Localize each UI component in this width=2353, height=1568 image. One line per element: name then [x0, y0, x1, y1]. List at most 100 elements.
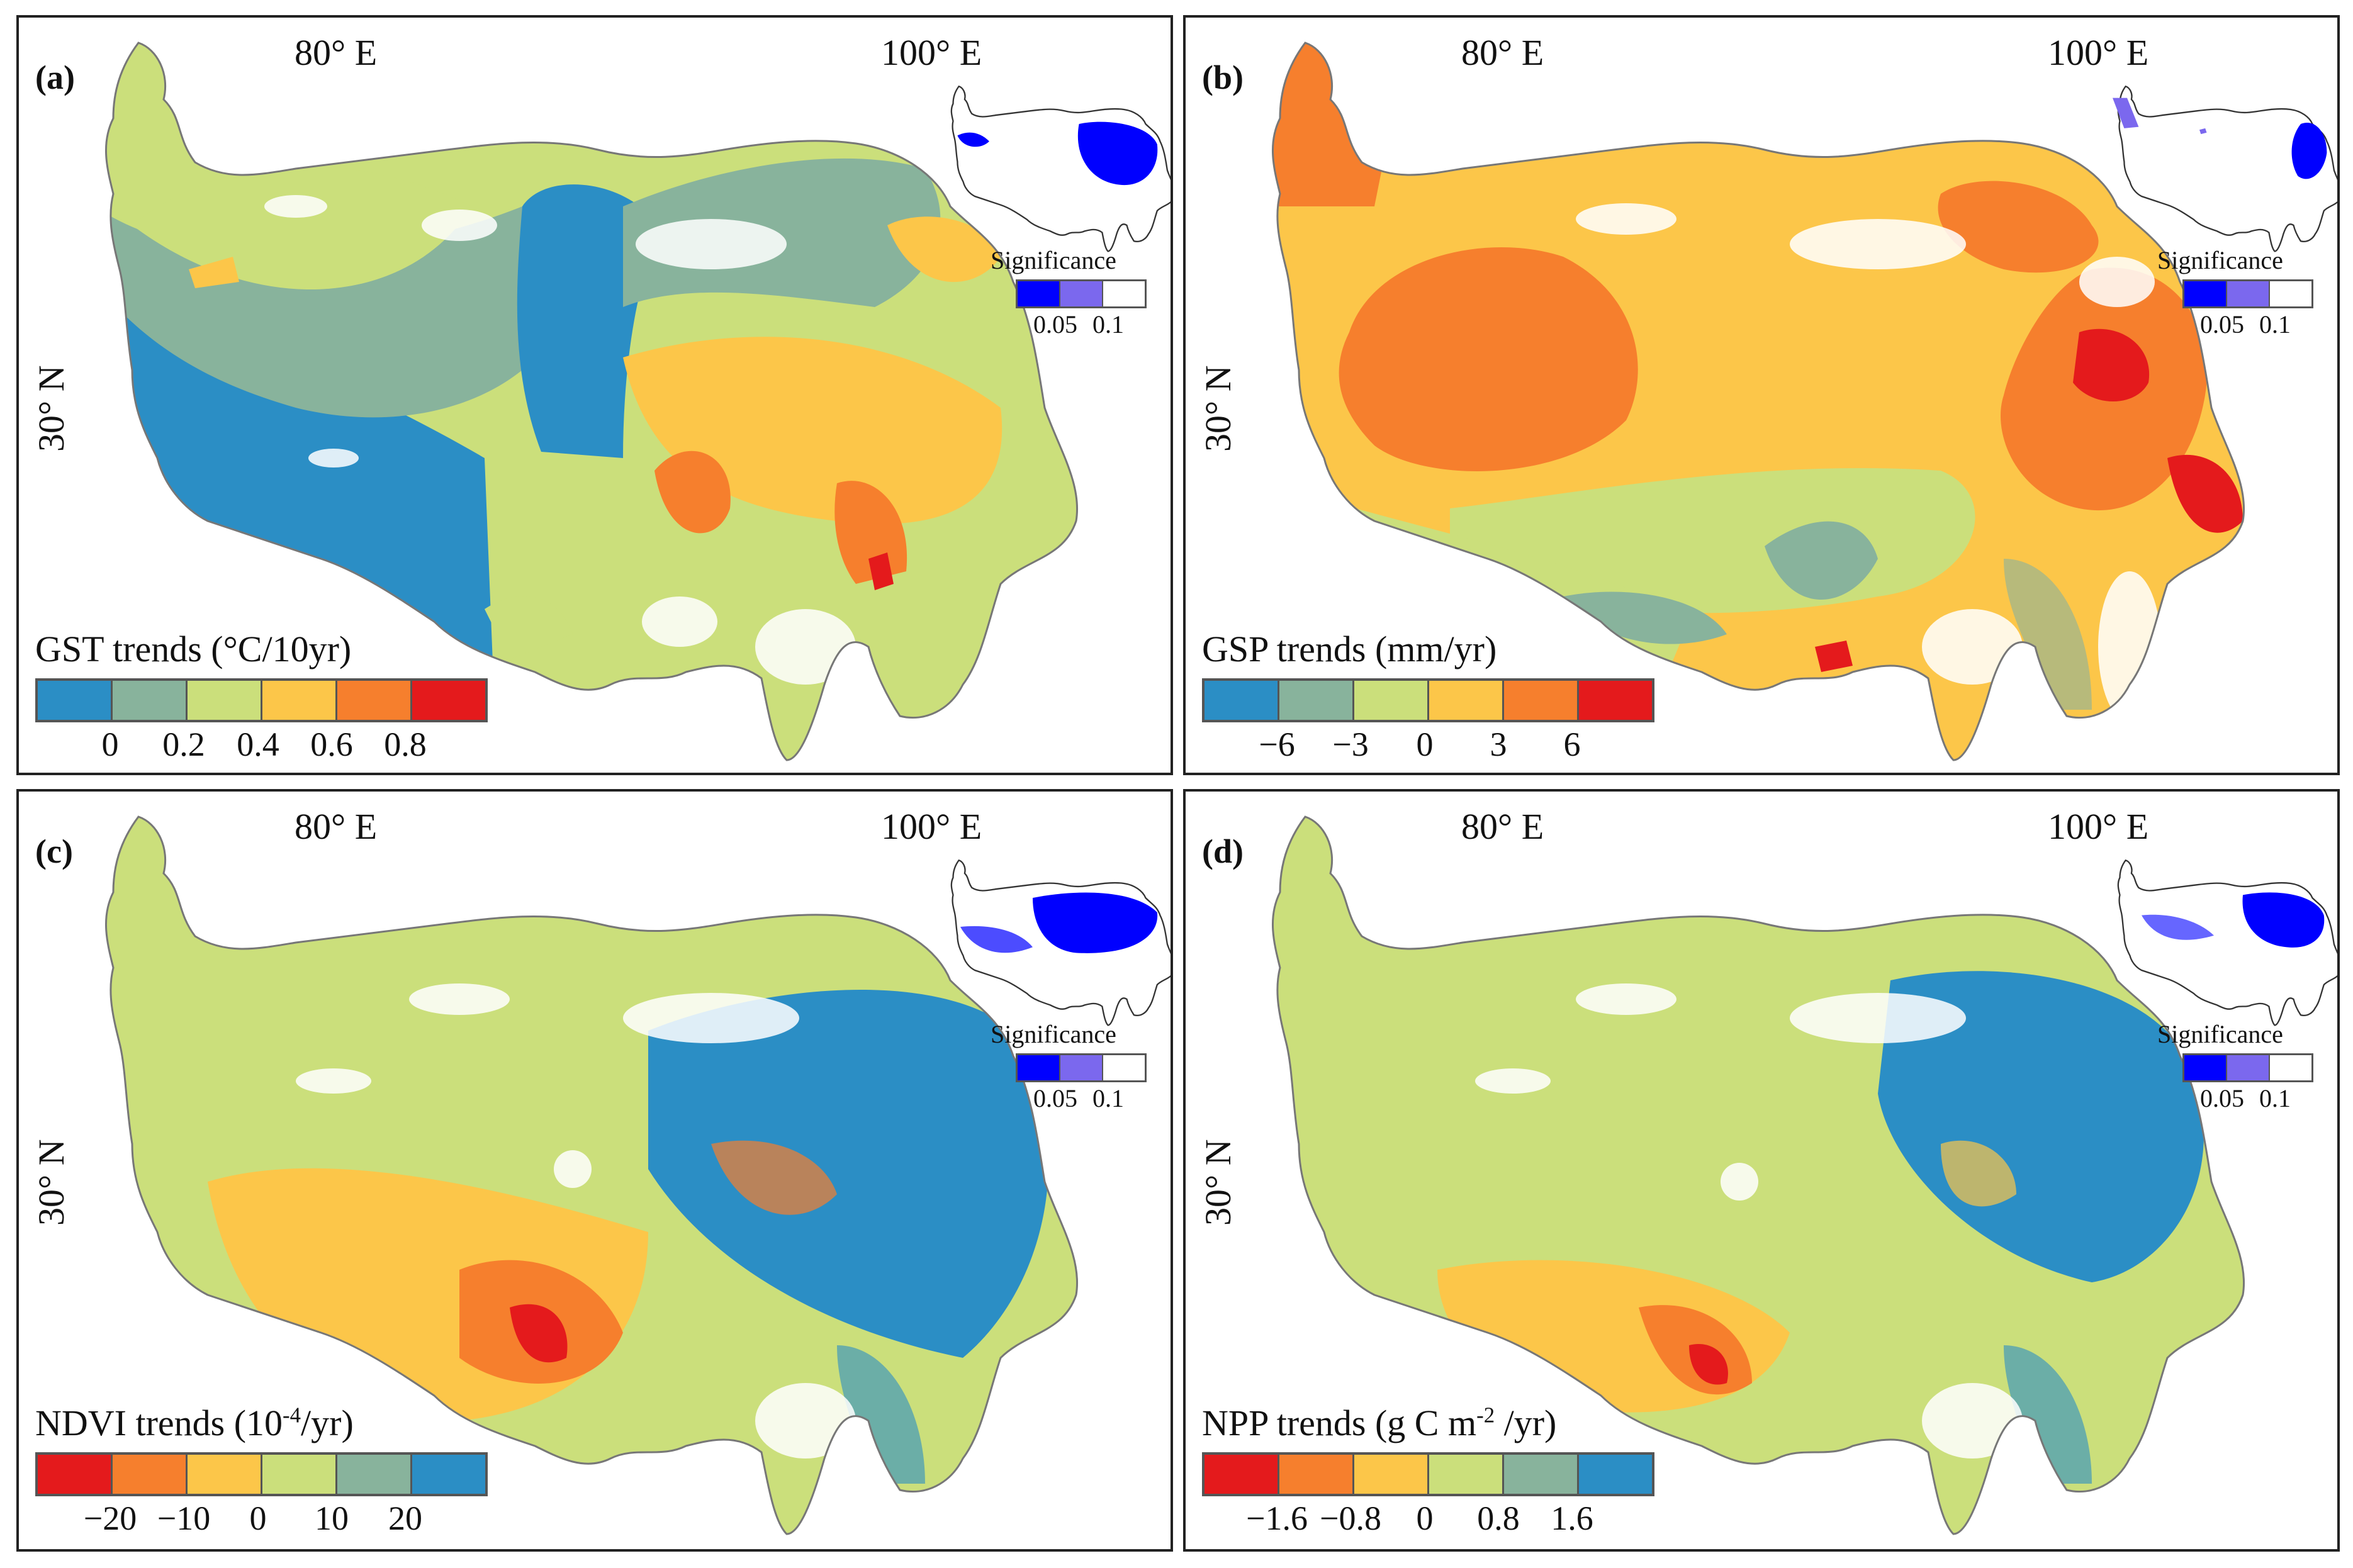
sig-swatch-0 [2184, 1055, 2227, 1080]
significance-colorbar [1016, 1053, 1147, 1082]
legend-swatch-0 [38, 681, 113, 720]
significance-inset-map [2117, 859, 2337, 1026]
significance-inset-map [950, 859, 1171, 1026]
npp-trend-map [1271, 815, 2337, 1535]
legend-tick-3: 10 [315, 1499, 349, 1537]
longitude-label-80e: 80° E [295, 32, 378, 73]
legend-swatch-1 [113, 681, 188, 720]
legend-title: GST trends (°C/10yr) [35, 629, 352, 669]
longitude-label-80e: 80° E [295, 806, 378, 847]
legend-tick-1: −10 [157, 1499, 211, 1537]
legend-swatch-0 [1205, 1455, 1279, 1494]
legend-tick-1: −0.8 [1320, 1499, 1381, 1537]
significance-colorbar [1016, 279, 1147, 308]
legend-tick-0: 0 [101, 725, 119, 763]
legend-tick-1: −3 [1332, 725, 1369, 763]
sig-swatch-2 [1103, 1055, 1145, 1080]
panel-label: (d) [1202, 832, 1244, 870]
legend-tick-0: −20 [83, 1499, 137, 1537]
panel-label: (c) [35, 832, 73, 870]
significance-colorbar [2182, 279, 2313, 308]
sig-swatch-1 [2227, 281, 2270, 306]
legend-colorbar [1202, 678, 1654, 722]
latitude-label-30n: 30° N [31, 1139, 72, 1226]
legend-tick-2: 0.4 [237, 725, 279, 763]
sig-swatch-0 [1018, 281, 1060, 306]
sig-swatch-1 [2227, 1055, 2270, 1080]
significance-inset-map [950, 85, 1171, 252]
panel-d-npp-map: (d) 80° E 100° E 30° N Significance 0.05… [1183, 789, 2340, 1552]
legend-tick-3: 3 [1490, 725, 1507, 763]
significance-title: Significance [2157, 246, 2283, 274]
sig-swatch-2 [2270, 281, 2311, 306]
sig-swatch-0 [1018, 1055, 1060, 1080]
legend-swatch-2 [188, 681, 262, 720]
legend-tick-2: 0 [1416, 1499, 1434, 1537]
legend-colorbar [1202, 1452, 1654, 1496]
longitude-label-100e: 100° E [881, 806, 982, 847]
legend-swatch-3 [1429, 1455, 1504, 1494]
legend-swatch-1 [1279, 681, 1354, 720]
sig-tick-01: 0.1 [2259, 310, 2291, 339]
panel-c-ndvi-map: (c) 80° E 100° E 30° N Significance 0.05… [16, 789, 1173, 1552]
legend-swatch-4 [337, 681, 412, 720]
legend-tick-4: 20 [388, 1499, 422, 1537]
legend-tick-4: 1.6 [1551, 1499, 1593, 1537]
longitude-label-100e: 100° E [2048, 32, 2149, 73]
panel-a-gst-map: (a) 80° E 100° E 30° N Significance 0.05… [16, 15, 1173, 775]
sig-tick-01: 0.1 [1092, 1084, 1124, 1112]
legend-swatch-4 [1504, 681, 1579, 720]
sig-swatch-1 [1060, 1055, 1103, 1080]
legend-swatch-0 [38, 1455, 113, 1494]
legend-swatch-2 [1354, 681, 1429, 720]
significance-colorbar [2182, 1053, 2313, 1082]
legend-swatch-1 [1279, 1455, 1354, 1494]
ndvi-trend-map [104, 815, 1171, 1535]
legend-swatch-5 [412, 681, 485, 720]
legend-swatch-5 [1579, 681, 1652, 720]
legend-tick-2: 0 [1416, 725, 1434, 763]
legend-swatch-4 [1504, 1455, 1579, 1494]
latitude-label-30n: 30° N [1198, 1139, 1238, 1226]
legend-swatch-0 [1205, 681, 1279, 720]
legend-swatch-5 [412, 1455, 485, 1494]
significance-title: Significance [991, 1020, 1116, 1048]
legend-title: NDVI trends (10-4/yr) [35, 1403, 354, 1443]
sig-swatch-2 [2270, 1055, 2311, 1080]
legend-tick-0: −6 [1259, 725, 1295, 763]
legend-swatch-3 [1429, 681, 1504, 720]
significance-title: Significance [991, 246, 1116, 274]
legend-swatch-1 [113, 1455, 188, 1494]
latitude-label-30n: 30° N [1198, 365, 1238, 452]
legend-tick-3: 0.6 [310, 725, 353, 763]
legend-title: GSP trends (mm/yr) [1202, 629, 1497, 669]
legend-swatch-2 [188, 1455, 262, 1494]
sig-swatch-1 [1060, 281, 1103, 306]
legend-swatch-2 [1354, 1455, 1429, 1494]
longitude-label-100e: 100° E [2048, 806, 2149, 847]
sig-tick-005: 0.05 [2200, 310, 2244, 339]
legend-tick-0: −1.6 [1246, 1499, 1308, 1537]
significance-title: Significance [2157, 1020, 2283, 1048]
panel-b-gsp-map: (b) 80° E 100° E 30° N Significance 0.05… [1183, 15, 2340, 775]
legend-title: NPP trends (g C m-2 /yr) [1202, 1403, 1557, 1443]
longitude-label-80e: 80° E [1461, 806, 1544, 847]
legend-colorbar [35, 1452, 488, 1496]
sig-tick-01: 0.1 [1092, 310, 1124, 339]
sig-swatch-0 [2184, 281, 2227, 306]
legend-swatch-5 [1579, 1455, 1652, 1494]
legend-colorbar [35, 678, 488, 722]
latitude-label-30n: 30° N [31, 365, 72, 452]
sig-tick-005: 0.05 [2200, 1084, 2244, 1112]
legend-tick-4: 6 [1563, 725, 1581, 763]
sig-tick-01: 0.1 [2259, 1084, 2291, 1112]
legend-swatch-3 [262, 1455, 337, 1494]
legend-tick-4: 0.8 [384, 725, 427, 763]
gst-trend-map [104, 42, 1171, 761]
legend-swatch-3 [262, 681, 337, 720]
legend-tick-1: 0.2 [162, 725, 205, 763]
significance-inset-map [2113, 85, 2337, 252]
panel-label: (a) [35, 59, 75, 96]
sig-swatch-2 [1103, 281, 1145, 306]
sig-tick-005: 0.05 [1033, 310, 1077, 339]
